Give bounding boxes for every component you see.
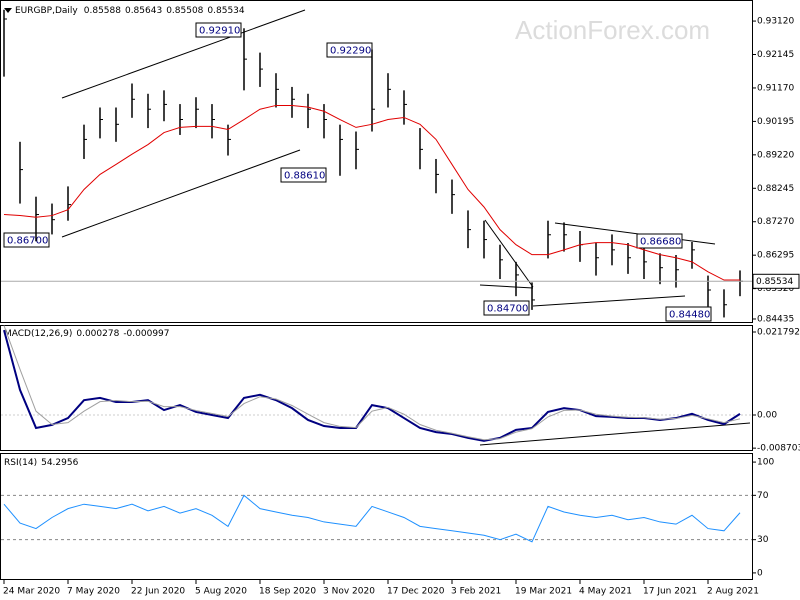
- trendlines: [61, 9, 751, 446]
- trendline: [479, 422, 751, 446]
- symbol: EURGBP,Daily: [15, 6, 78, 16]
- x-tick-label: 2 Aug 2021: [707, 587, 759, 597]
- annotation: 0.84700: [487, 304, 528, 315]
- signal-value: -0.000997: [123, 329, 169, 339]
- close: 0.85534: [207, 6, 244, 16]
- y-tick-label: 0.91170: [757, 83, 794, 93]
- macd-header: MACD(12,26,9) 0.000278 -0.000997: [4, 329, 170, 339]
- indicator-title: MACD(12,26,9): [4, 329, 72, 339]
- annotation: 0.84480: [669, 310, 710, 321]
- trendline: [61, 149, 301, 238]
- last-price-box: [752, 273, 800, 289]
- y-tick-label: 100: [757, 458, 774, 468]
- annotation: 0.86700: [7, 236, 48, 247]
- x-tick-label: 5 Aug 2020: [195, 587, 247, 597]
- trendline: [479, 284, 534, 289]
- x-tick-label: 7 May 2020: [67, 587, 120, 597]
- x-tick-label: 17 Dec 2020: [387, 587, 445, 597]
- watermark: ActionForex.com: [515, 15, 710, 45]
- trendline: [484, 219, 534, 288]
- y-tick-label: 70: [757, 491, 769, 501]
- y-tick-label: 0.88245: [757, 184, 794, 194]
- x-tick-label: 17 Jun 2021: [643, 587, 697, 597]
- x-tick-label: 3 Nov 2020: [323, 587, 375, 597]
- series-line: [3, 325, 741, 441]
- rsi-value: 54.2956: [41, 458, 78, 468]
- y-tick-label: 0.92145: [757, 50, 794, 60]
- y-tick-label: 0.87270: [757, 217, 794, 227]
- annotations: 0.92910 0.92290 0.88610 0.86700 0.84700 …: [3, 22, 712, 322]
- y-tick-label: 30: [757, 535, 769, 545]
- y-tick-label: 0: [757, 568, 763, 578]
- last-price-label: 0.85534: [756, 277, 793, 287]
- macd-value: 0.000278: [76, 329, 119, 339]
- x-tick-label: 19 Mar 2021: [515, 587, 572, 597]
- rsi-header: RSI(14) 54.2956: [4, 458, 79, 468]
- y-tick-label: 0.021792: [757, 328, 800, 338]
- y-tick-label: 0.00: [757, 411, 777, 421]
- high: 0.85643: [125, 6, 162, 16]
- annotation-box: [280, 167, 327, 183]
- annotation-box: [483, 300, 530, 316]
- macd-frame: [0, 325, 753, 451]
- annotation-box: [636, 233, 683, 249]
- annotation-box: [3, 232, 50, 248]
- rsi-frame: [0, 453, 753, 580]
- y-tick-label: -0.008703: [757, 444, 800, 454]
- series-line: [3, 329, 741, 442]
- x-tick-label: 18 Sep 2020: [259, 587, 316, 597]
- annotation: 0.92910: [199, 26, 240, 37]
- menu-arrow: [4, 8, 12, 13]
- trendline: [532, 295, 686, 307]
- x-tick-label: 24 Mar 2020: [3, 587, 60, 597]
- annotation: 0.88610: [284, 171, 325, 182]
- annotation: 0.92290: [330, 46, 371, 57]
- series-line: [3, 494, 741, 543]
- y-tick-label: 0.85320: [757, 284, 794, 294]
- annotation-box: [665, 306, 712, 322]
- x-tick-label: 3 Feb 2021: [451, 587, 501, 597]
- open: 0.85588: [84, 6, 121, 16]
- price-header: EURGBP,Daily 0.85588 0.85643 0.85508 0.85534: [15, 6, 245, 16]
- low: 0.85508: [166, 6, 203, 16]
- y-tick-label: 0.90195: [757, 117, 794, 127]
- annotation: 0.86680: [640, 237, 681, 248]
- x-tick-label: 22 Jun 2020: [131, 587, 185, 597]
- x-tick-label: 4 May 2021: [579, 587, 632, 597]
- price-frame: [0, 0, 753, 323]
- trendline: [554, 222, 716, 245]
- y-tick-label: 0.86295: [757, 251, 794, 261]
- y-tick-label: 0.89220: [757, 150, 794, 160]
- annotation-box: [195, 22, 242, 38]
- y-tick-label: 0.84435: [757, 314, 794, 324]
- y-tick-label: 0.93120: [757, 17, 794, 27]
- indicator-title: RSI(14): [4, 458, 37, 468]
- trendline: [61, 9, 306, 99]
- series-line: [3, 104, 740, 281]
